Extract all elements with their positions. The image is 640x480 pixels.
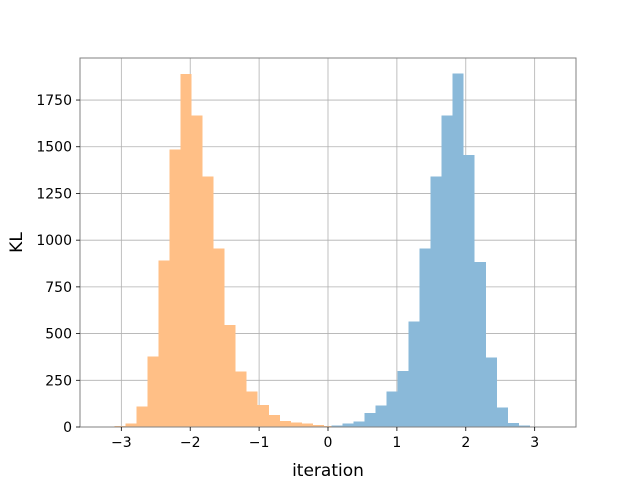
- histogram-bar: [397, 370, 409, 427]
- y-tick-label: 0: [63, 420, 72, 436]
- x-tick-label: −1: [249, 435, 270, 451]
- histogram-bar: [353, 421, 365, 427]
- histogram-bar: [386, 391, 398, 427]
- y-tick-label: 1250: [36, 186, 72, 202]
- histogram-bars: [114, 73, 530, 428]
- histogram-bar: [147, 356, 159, 427]
- histogram-bar: [202, 176, 214, 427]
- histogram-bar: [342, 423, 354, 427]
- histogram-bar: [125, 423, 137, 427]
- y-tick-label: 1500: [36, 140, 72, 156]
- y-tick-label: 500: [45, 327, 72, 343]
- histogram-bar: [257, 405, 269, 427]
- y-tick-label: 1000: [36, 233, 72, 249]
- histogram-bar: [364, 412, 376, 427]
- histogram-bar: [312, 424, 324, 427]
- histogram-bar: [430, 176, 442, 427]
- x-tick-label: 1: [392, 435, 401, 451]
- histogram-bar: [180, 74, 192, 428]
- histogram-bar: [213, 248, 225, 427]
- x-tick-label: 3: [530, 435, 539, 451]
- x-axis-label: iteration: [292, 461, 364, 480]
- histogram-bar: [290, 422, 302, 427]
- histogram-bar: [235, 371, 247, 427]
- histogram-bar: [452, 73, 464, 428]
- histogram-bar: [323, 425, 335, 427]
- histogram-bar: [301, 423, 313, 427]
- histogram-bar: [518, 425, 530, 427]
- histogram-bar: [191, 115, 203, 428]
- histogram-bar: [408, 321, 420, 427]
- y-tick-label: 1750: [36, 93, 72, 109]
- y-tick-label: 750: [45, 280, 72, 296]
- histogram-bar: [419, 248, 431, 427]
- histogram-bar: [279, 421, 291, 427]
- histogram-bar: [474, 261, 486, 427]
- histogram-bar: [224, 324, 236, 427]
- histogram-bar: [158, 260, 170, 427]
- histogram-bar: [496, 407, 508, 427]
- y-tick-label: 250: [45, 373, 72, 389]
- histogram-bar: [169, 149, 181, 427]
- x-tick-label: −2: [180, 435, 201, 451]
- x-tick-label: −3: [111, 435, 132, 451]
- x-tick-label: 2: [461, 435, 470, 451]
- histogram-bar: [441, 115, 453, 428]
- x-tick-label: 0: [324, 435, 333, 451]
- histogram-bar: [268, 414, 280, 427]
- histogram-bar: [507, 422, 519, 427]
- histogram-bar: [463, 154, 475, 427]
- histogram-bar: [246, 391, 258, 427]
- histogram-bar: [375, 405, 387, 427]
- histogram-bar: [485, 357, 497, 427]
- histogram-bar: [136, 406, 148, 427]
- axis-ticks: −3 −2 −1 0 1 2 3 0 250 500 750 1000 1250 1500 1750: [36, 93, 539, 451]
- histogram-bar: [331, 425, 343, 427]
- y-axis-label: KL: [7, 232, 27, 253]
